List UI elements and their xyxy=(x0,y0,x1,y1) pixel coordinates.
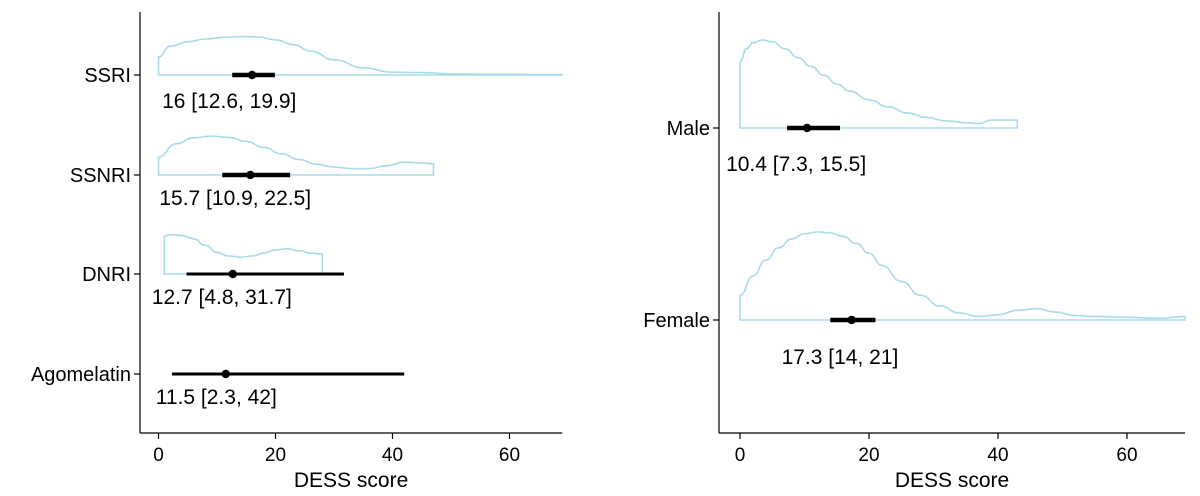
summary-label: 12.7 [4.8, 31.7] xyxy=(152,286,292,309)
summary-label: 11.5 [2.3, 42] xyxy=(156,386,277,409)
x-tick-label: 20 xyxy=(858,445,879,466)
median-point xyxy=(221,369,230,379)
x-axis-label: DESS score xyxy=(895,469,1009,491)
x-tick-label: 20 xyxy=(265,445,286,466)
violin-density xyxy=(739,231,1186,321)
y-tick-label: SSRI xyxy=(84,65,131,87)
summary-label: 15.7 [10.9, 22.5] xyxy=(159,187,311,210)
median-point xyxy=(802,123,812,133)
y-tick-label: Female xyxy=(643,310,710,332)
x-tick-label: 0 xyxy=(735,445,746,466)
x-axis-label: DESS score xyxy=(294,469,408,491)
summary-label: 17.3 [14, 21] xyxy=(782,346,899,369)
x-tick-label: 40 xyxy=(987,445,1008,466)
median-point xyxy=(246,170,255,180)
median-point xyxy=(228,269,237,279)
x-tick-label: 0 xyxy=(153,445,164,466)
summary-label: 10.4 [7.3, 15.5] xyxy=(726,153,866,176)
y-tick-label: Agomelatin xyxy=(31,364,131,386)
x-tick-label: 40 xyxy=(382,445,403,466)
y-tick-label: DNRI xyxy=(82,264,131,286)
violin-density xyxy=(157,35,563,76)
violin-density xyxy=(163,233,324,275)
y-tick-label: SSNRI xyxy=(70,165,131,187)
violin-density xyxy=(739,39,1019,129)
median-point xyxy=(247,70,257,80)
x-tick-label: 60 xyxy=(1116,445,1137,466)
y-tick-label: Male xyxy=(667,118,710,140)
x-tick-label: 60 xyxy=(499,445,520,466)
median-point xyxy=(847,315,856,325)
violin-density xyxy=(157,135,435,176)
summary-label: 16 [12.6, 19.9] xyxy=(162,90,296,113)
